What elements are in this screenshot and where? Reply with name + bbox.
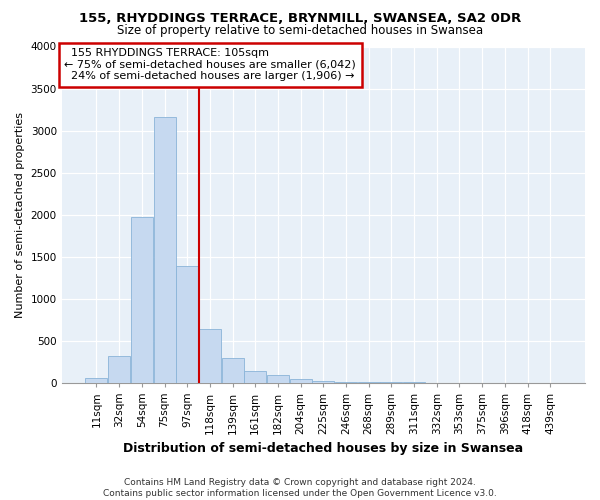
Bar (108, 356, 130, 382)
Y-axis label: Number of semi-detached properties: Number of semi-detached properties (15, 112, 25, 318)
Bar (131, 217, 153, 382)
Bar (244, 371, 266, 382)
Bar (290, 380, 311, 382)
X-axis label: Distribution of semi-detached houses by size in Swansea: Distribution of semi-detached houses by … (123, 442, 523, 455)
Bar (176, 266, 198, 382)
Bar (267, 376, 289, 382)
Bar (154, 117, 176, 382)
Text: 155, RHYDDINGS TERRACE, BRYNMILL, SWANSEA, SA2 0DR: 155, RHYDDINGS TERRACE, BRYNMILL, SWANSE… (79, 12, 521, 24)
Text: Size of property relative to semi-detached houses in Swansea: Size of property relative to semi-detach… (117, 24, 483, 37)
Bar (85, 378, 107, 382)
Text: Contains HM Land Registry data © Crown copyright and database right 2024.
Contai: Contains HM Land Registry data © Crown c… (103, 478, 497, 498)
Bar (221, 358, 244, 382)
Bar (199, 329, 221, 382)
Text: 155 RHYDDINGS TERRACE: 105sqm
← 75% of semi-detached houses are smaller (6,042)
: 155 RHYDDINGS TERRACE: 105sqm ← 75% of s… (64, 48, 356, 82)
